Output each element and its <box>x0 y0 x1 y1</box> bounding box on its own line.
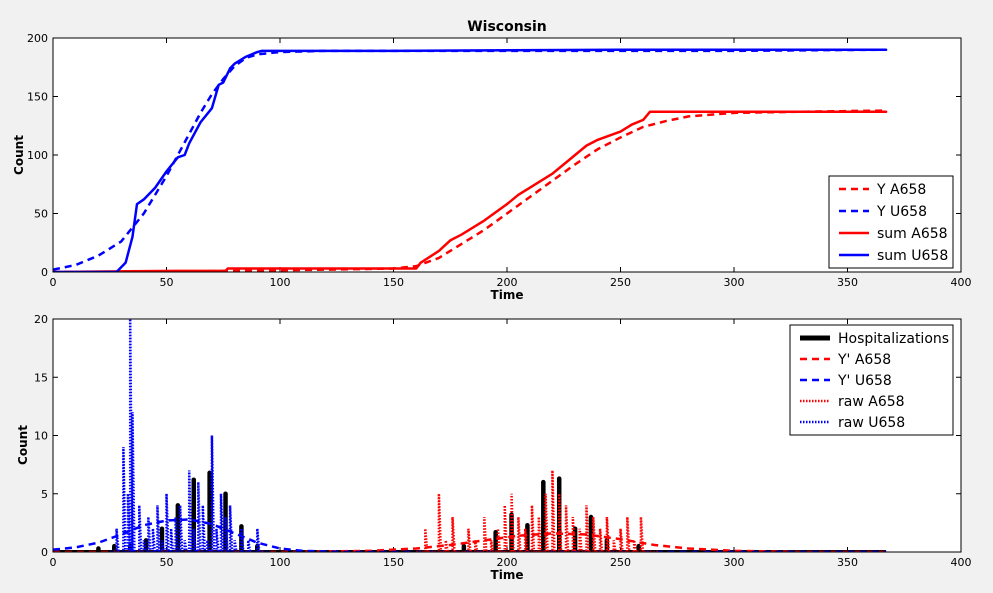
top-y-tick-label: 100 <box>27 149 48 162</box>
bottom-x-tick-label: 200 <box>497 556 518 569</box>
top-y-tick-label: 50 <box>34 208 48 221</box>
bottom-legend-label-y-u658: Y' U658 <box>837 373 892 389</box>
bottom-x-tick-label: 300 <box>724 556 745 569</box>
top-series-sum-a658 <box>53 110 888 272</box>
top-x-tick-label: 200 <box>497 276 518 289</box>
top-y-tick-label: 150 <box>27 91 48 104</box>
top-legend-label-sum-u658: sum U658 <box>877 248 948 264</box>
bottom-y-tick-label: 5 <box>41 488 48 501</box>
top-y-tick-label: 0 <box>41 266 48 279</box>
top-legend-label-y-u658: Y U658 <box>876 204 927 220</box>
top-x-tick-label: 250 <box>610 276 631 289</box>
bottom-legend-label-raw-u658: raw U658 <box>838 415 905 431</box>
top-y-tick-label: 200 <box>27 32 48 45</box>
top-axes-frame <box>52 37 962 273</box>
top-x-tick-label: 300 <box>724 276 745 289</box>
bottom-x-tick-label: 50 <box>160 556 174 569</box>
bottom-x-axis-label: Time <box>491 568 524 582</box>
bottom-x-tick-label: 400 <box>951 556 972 569</box>
top-x-tick-label: 50 <box>160 276 174 289</box>
bottom-series-y-u658 <box>53 518 887 552</box>
bottom-series-raw-a658 <box>416 470 659 552</box>
bottom-y-tick-label: 0 <box>41 546 48 559</box>
bottom-x-tick-label: 350 <box>837 556 858 569</box>
top-chart-title: Wisconsin <box>467 19 547 35</box>
bottom-y-axis-label: Count <box>16 425 30 465</box>
top-y-axis-label: Count <box>12 135 26 175</box>
top-x-tick-label: 150 <box>383 276 404 289</box>
top-plot-area <box>53 38 961 272</box>
bottom-legend-label-raw-a658: raw A658 <box>838 394 905 410</box>
top-x-axis-label: Time <box>491 288 524 302</box>
top-legend-label-sum-a658: sum A658 <box>877 226 948 242</box>
bottom-x-tick-label: 0 <box>50 556 57 569</box>
top-x-tick-label: 100 <box>270 276 291 289</box>
top-legend-label-y-a658: Y A658 <box>876 182 926 198</box>
bottom-x-tick-label: 150 <box>383 556 404 569</box>
top-x-tick-label: 0 <box>50 276 57 289</box>
top-series-y-a658 <box>53 109 887 272</box>
top-chart: Wisconsin 0 50 100 150 200 250 300 350 400 0 50 100… <box>12 19 972 302</box>
top-legend-frame <box>828 175 954 269</box>
bottom-legend: Hospitalizations Y' A658 Y' U658 raw A658 ra… <box>789 324 954 436</box>
bottom-series-raw-u658 <box>109 319 271 552</box>
bottom-y-tick-label: 20 <box>34 313 48 326</box>
top-legend: Y A658 Y U658 sum A658 sum U658 <box>828 175 954 269</box>
top-series-sum-u658 <box>53 48 888 272</box>
bottom-y-tick-label: 15 <box>34 371 48 384</box>
top-x-tick-label: 400 <box>951 276 972 289</box>
bottom-legend-label-hospitalizations: Hospitalizations <box>838 331 949 347</box>
top-x-tick-label: 350 <box>837 276 858 289</box>
bottom-axes-frame <box>52 318 962 553</box>
bottom-y-tick-label: 10 <box>34 430 48 443</box>
bottom-x-tick-label: 250 <box>610 556 631 569</box>
bottom-legend-label-y-a658: Y' A658 <box>837 352 891 368</box>
bottom-x-tick-label: 100 <box>270 556 291 569</box>
bottom-chart: 0 50 100 150 200 250 300 350 400 0 5 10 15 20 Time Co… <box>16 313 972 582</box>
